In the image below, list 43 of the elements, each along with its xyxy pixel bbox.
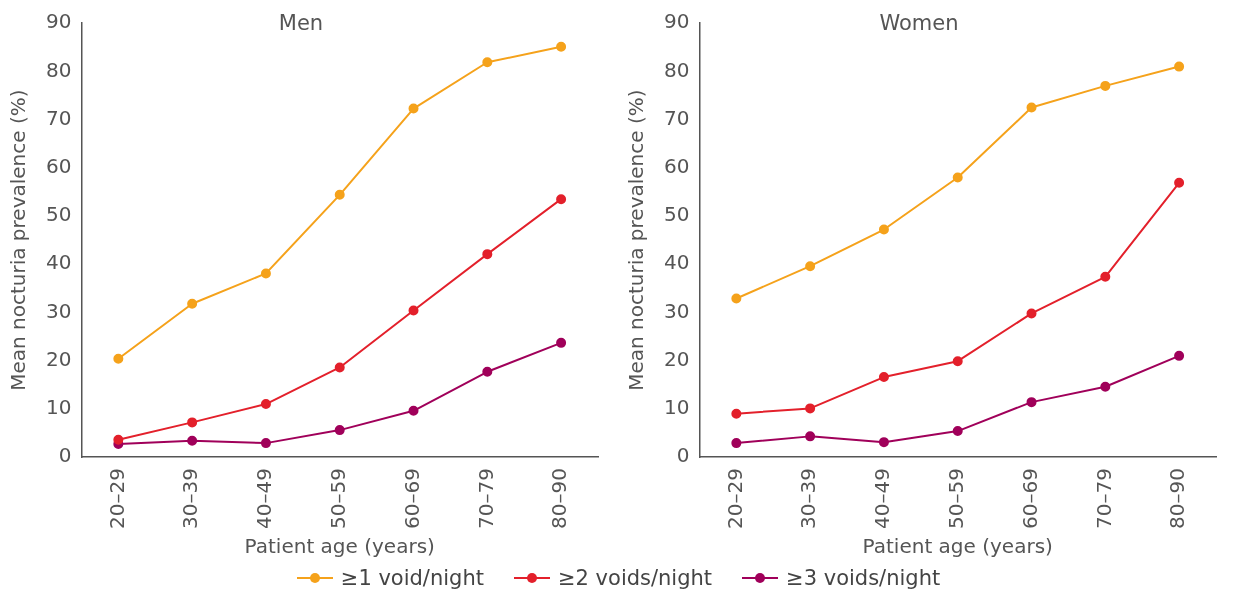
y-axis-title: Mean nocturia prevalence (%) bbox=[6, 89, 31, 391]
x-tick-label: 30–39 bbox=[178, 468, 203, 530]
y-tick-label: 70 bbox=[664, 105, 690, 130]
x-tick-label: 60–69 bbox=[1017, 468, 1042, 530]
x-tick-label: 40–49 bbox=[252, 468, 277, 530]
legend-label: ≥2 voids/night bbox=[557, 566, 713, 590]
y-tick-label: 60 bbox=[664, 154, 690, 179]
x-tick-label: 70–79 bbox=[1091, 468, 1116, 530]
y-tick-label: 40 bbox=[46, 250, 72, 275]
y-tick-label: 20 bbox=[664, 346, 690, 371]
x-axis-title: Patient age (years) bbox=[244, 534, 435, 559]
y-tick-label: 70 bbox=[46, 105, 72, 130]
y-tick-label: 0 bbox=[676, 443, 690, 468]
y-tick-label: 90 bbox=[46, 9, 72, 34]
y-tick-label: 10 bbox=[46, 395, 72, 420]
y-tick-label: 80 bbox=[46, 57, 72, 82]
y-tick-label: 50 bbox=[664, 202, 690, 227]
y-tick-label: 90 bbox=[664, 9, 690, 34]
x-tick-label: 70–79 bbox=[473, 468, 498, 530]
x-tick-label: 80–90 bbox=[1165, 468, 1190, 530]
x-tick-label: 40–49 bbox=[870, 468, 895, 530]
y-tick-label: 30 bbox=[664, 298, 690, 323]
x-tick-label: 80–90 bbox=[547, 468, 572, 530]
x-tick-label: 20–29 bbox=[722, 468, 747, 530]
x-tick-label: 30–39 bbox=[796, 468, 821, 530]
legend-label: ≥3 voids/night bbox=[786, 566, 941, 590]
y-tick-label: 10 bbox=[664, 395, 690, 420]
y-tick-label: 0 bbox=[58, 443, 72, 468]
y-tick-label: 80 bbox=[664, 57, 690, 82]
chart-title: Women bbox=[879, 11, 959, 36]
y-axis-title: Mean nocturia prevalence (%) bbox=[624, 89, 649, 391]
x-tick-label: 50–59 bbox=[325, 468, 350, 530]
y-tick-label: 30 bbox=[46, 298, 72, 323]
legend-label: ≥1 void/night bbox=[340, 566, 484, 590]
y-tick-label: 20 bbox=[46, 346, 72, 371]
y-tick-label: 60 bbox=[46, 154, 72, 179]
y-tick-label: 40 bbox=[664, 250, 690, 275]
x-axis-title: Patient age (years) bbox=[862, 534, 1053, 559]
x-tick-label: 60–69 bbox=[399, 468, 424, 530]
y-tick-label: 50 bbox=[46, 202, 72, 227]
x-tick-label: 20–29 bbox=[104, 468, 129, 530]
x-tick-label: 50–59 bbox=[943, 468, 968, 530]
chart-title: Men bbox=[278, 11, 324, 36]
